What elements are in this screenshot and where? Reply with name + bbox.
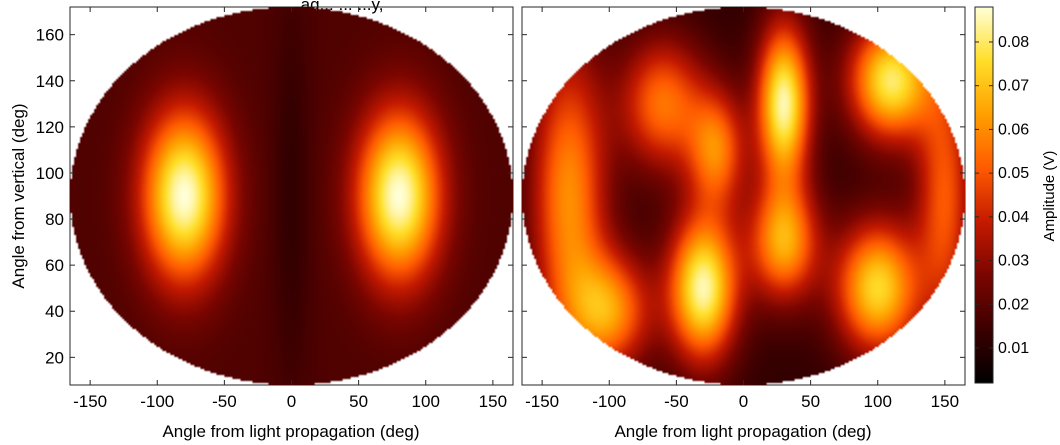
right-x-ticks: -150 -100 -50 0 50 100 150 <box>525 7 959 411</box>
colorbar-ticks: 0.01 0.02 0.03 0.04 0.05 0.06 0.07 0.08 <box>975 34 1029 357</box>
x-tick-label: 0 <box>287 392 296 411</box>
x-tick-label: -50 <box>664 392 689 411</box>
x-tick-label: 50 <box>349 392 368 411</box>
colorbar-tick-label: 0.01 <box>998 340 1029 357</box>
colorbar-tick-label: 0.04 <box>998 209 1029 226</box>
right-heatmap-panel: -150 -100 -50 0 50 100 150 Angle from light pr… <box>521 6 966 441</box>
x-tick-label: -100 <box>592 392 626 411</box>
left-y-ticks: 20 40 60 80 100 120 140 160 <box>36 26 513 367</box>
colorbar-tick-label: 0.07 <box>998 78 1029 95</box>
x-tick-label: 50 <box>801 392 820 411</box>
y-tick-label: 160 <box>36 26 64 45</box>
y-tick-label: 100 <box>36 164 64 183</box>
y-tick-label: 40 <box>45 302 64 321</box>
x-tick-label: 100 <box>864 392 892 411</box>
left-heatmap-image <box>70 7 513 385</box>
colorbar-gradient <box>974 6 994 384</box>
left-x-ticks: -150 -100 -50 0 50 100 150 <box>73 7 507 411</box>
x-tick-label: -50 <box>212 392 237 411</box>
x-tick-label: -150 <box>525 392 559 411</box>
left-y-axis-label: Angle from vertical (deg) <box>9 103 28 288</box>
right-x-axis-label: Angle from light propagation (deg) <box>614 422 871 441</box>
x-tick-label: 150 <box>479 392 507 411</box>
colorbar-label: Amplitude (V) <box>1041 151 1058 242</box>
colorbar-tick-label: 0.06 <box>998 121 1029 138</box>
y-tick-label: 60 <box>45 256 64 275</box>
left-heatmap-panel: -150 -100 -50 0 50 100 150 20 40 60 80 100 120 140 16… <box>9 6 514 441</box>
y-tick-label: 80 <box>45 210 64 229</box>
x-tick-label: 0 <box>739 392 748 411</box>
x-tick-label: 100 <box>412 392 440 411</box>
x-tick-label: -100 <box>140 392 174 411</box>
right-y-ticks <box>522 34 965 358</box>
right-heatmap-image <box>522 7 965 385</box>
x-tick-label: 150 <box>931 392 959 411</box>
x-tick-label: -150 <box>73 392 107 411</box>
colorbar-tick-label: 0.08 <box>998 34 1029 51</box>
colorbar-tick-label: 0.02 <box>998 296 1029 313</box>
colorbar: 0.01 0.02 0.03 0.04 0.05 0.06 0.07 0.08 Amplitu… <box>974 6 1058 384</box>
y-tick-label: 20 <box>45 348 64 367</box>
left-x-axis-label: Angle from light propagation (deg) <box>162 422 419 441</box>
y-tick-label: 120 <box>36 118 64 137</box>
y-tick-label: 140 <box>36 72 64 91</box>
colorbar-tick-label: 0.05 <box>998 165 1029 182</box>
colorbar-tick-label: 0.03 <box>998 253 1029 270</box>
